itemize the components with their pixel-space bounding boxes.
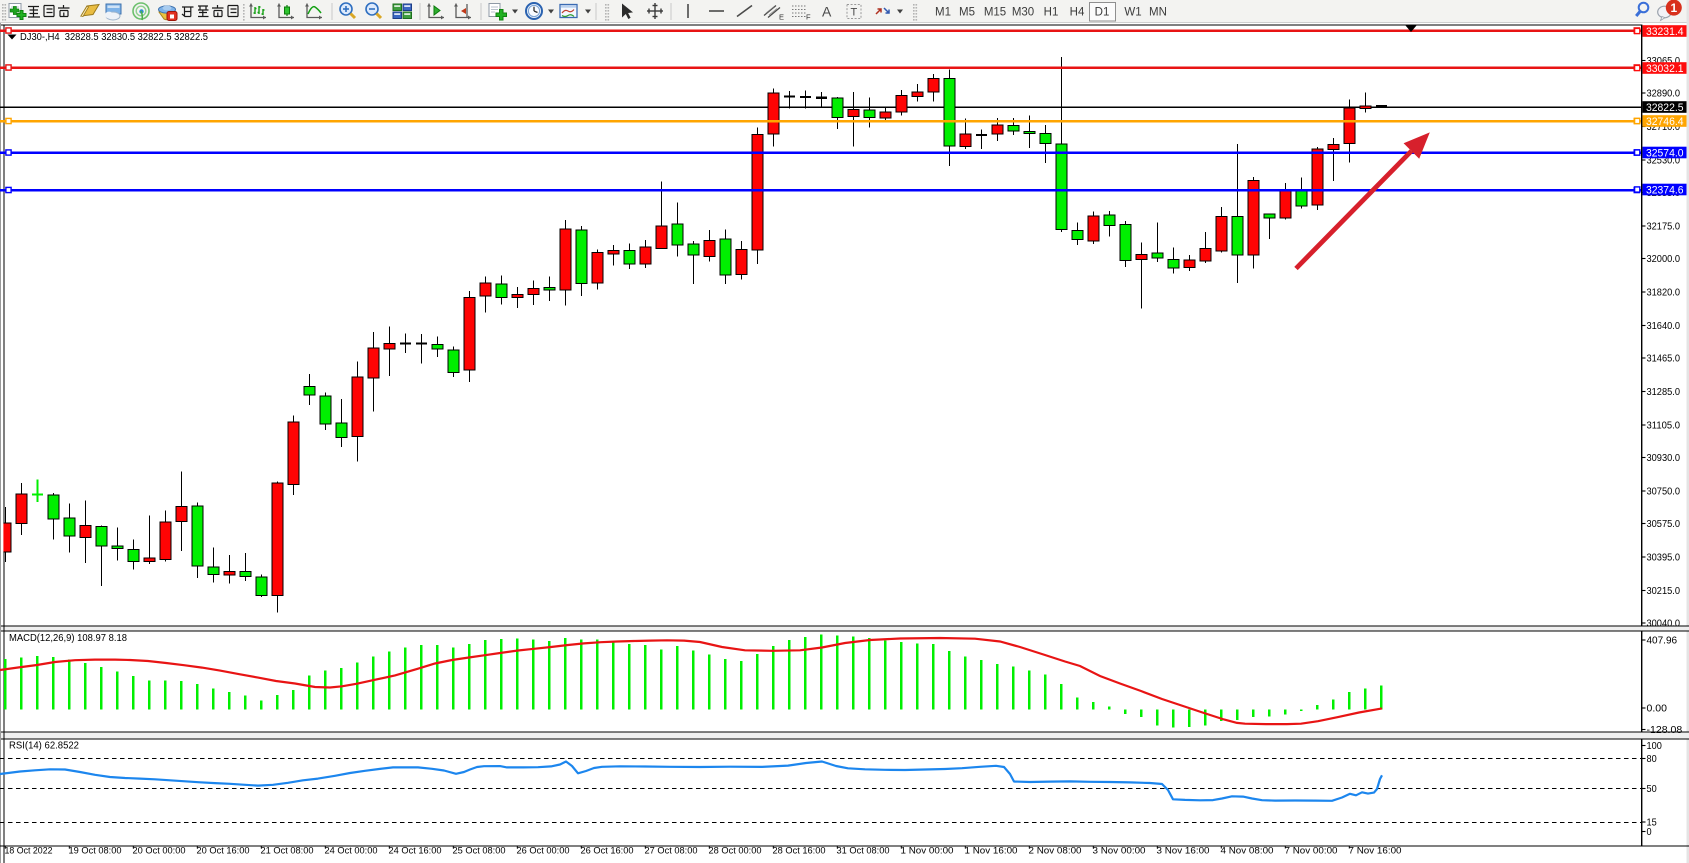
- svg-text:19 Oct 08:00: 19 Oct 08:00: [69, 846, 122, 857]
- svg-text:0.00: 0.00: [1647, 703, 1668, 715]
- svg-text:4 Nov 08:00: 4 Nov 08:00: [1221, 846, 1274, 857]
- svg-text:28 Oct 00:00: 28 Oct 00:00: [709, 846, 762, 857]
- svg-text:32175.0: 32175.0: [1647, 221, 1681, 233]
- svg-text:W1: W1: [1124, 7, 1141, 19]
- svg-text:32374.6: 32374.6: [1646, 185, 1684, 197]
- svg-text:24 Oct 16:00: 24 Oct 16:00: [389, 846, 442, 857]
- svg-text:M1: M1: [935, 7, 951, 19]
- svg-text:25 Oct 08:00: 25 Oct 08:00: [453, 846, 506, 857]
- svg-text:33032.1: 33032.1: [1646, 63, 1684, 75]
- svg-text:32822.5: 32822.5: [1646, 102, 1684, 114]
- svg-text:MN: MN: [1149, 7, 1167, 19]
- svg-text:18 Oct 2022: 18 Oct 2022: [5, 846, 53, 857]
- svg-text:15: 15: [1647, 817, 1657, 829]
- svg-text:30215.0: 30215.0: [1647, 585, 1681, 597]
- svg-text:7 Nov 16:00: 7 Nov 16:00: [1349, 846, 1402, 857]
- svg-text:31640.0: 31640.0: [1647, 320, 1681, 332]
- svg-text:1 Nov 16:00: 1 Nov 16:00: [965, 846, 1018, 857]
- svg-text:30575.0: 30575.0: [1647, 518, 1681, 530]
- svg-text:M30: M30: [1012, 7, 1034, 19]
- svg-text:MACD(12,26,9) 108.97 8.18: MACD(12,26,9) 108.97 8.18: [9, 633, 127, 644]
- svg-text:D1: D1: [1095, 7, 1110, 19]
- svg-text:DJ30-,H4 32828.5 32830.5 3282: DJ30-,H4 32828.5 32830.5 32822.5 32822.5: [20, 32, 208, 43]
- svg-text:27 Oct 08:00: 27 Oct 08:00: [645, 846, 698, 857]
- svg-text:H1: H1: [1044, 7, 1059, 19]
- svg-text:T: T: [851, 7, 858, 19]
- svg-text:3 Nov 00:00: 3 Nov 00:00: [1093, 846, 1146, 857]
- svg-text:3 Nov 16:00: 3 Nov 16:00: [1157, 846, 1210, 857]
- svg-text:30750.0: 30750.0: [1647, 486, 1681, 498]
- svg-text:32000.0: 32000.0: [1647, 253, 1681, 265]
- svg-text:A: A: [822, 4, 832, 20]
- svg-text:7 Nov 00:00: 7 Nov 00:00: [1285, 846, 1338, 857]
- svg-text:31285.0: 31285.0: [1647, 386, 1681, 398]
- svg-text:100: 100: [1647, 740, 1662, 752]
- svg-text:26 Oct 00:00: 26 Oct 00:00: [517, 846, 570, 857]
- svg-text:H4: H4: [1070, 7, 1085, 19]
- svg-text:26 Oct 16:00: 26 Oct 16:00: [581, 846, 634, 857]
- svg-text:80: 80: [1647, 753, 1657, 765]
- svg-text:33231.4: 33231.4: [1646, 26, 1684, 38]
- svg-text:20 Oct 00:00: 20 Oct 00:00: [133, 846, 186, 857]
- svg-text:-128.08: -128.08: [1647, 724, 1683, 736]
- svg-text:2 Nov 08:00: 2 Nov 08:00: [1029, 846, 1082, 857]
- svg-text:20 Oct 16:00: 20 Oct 16:00: [197, 846, 250, 857]
- svg-text:1 Nov 00:00: 1 Nov 00:00: [901, 846, 954, 857]
- svg-text:1: 1: [1670, 1, 1677, 15]
- svg-text:31820.0: 31820.0: [1647, 287, 1681, 299]
- svg-text:32890.0: 32890.0: [1647, 88, 1681, 100]
- svg-text:RSI(14) 62.8522: RSI(14) 62.8522: [9, 741, 79, 752]
- svg-text:28 Oct 16:00: 28 Oct 16:00: [773, 846, 826, 857]
- svg-text:0: 0: [1647, 826, 1652, 838]
- svg-text:E: E: [779, 13, 784, 22]
- svg-text:M15: M15: [984, 7, 1006, 19]
- svg-text:30930.0: 30930.0: [1647, 452, 1681, 464]
- svg-text:32746.4: 32746.4: [1646, 116, 1684, 128]
- svg-text:31 Oct 08:00: 31 Oct 08:00: [837, 846, 890, 857]
- svg-text:31105.0: 31105.0: [1647, 420, 1681, 432]
- svg-text:M5: M5: [959, 7, 975, 19]
- svg-text:32574.0: 32574.0: [1646, 148, 1684, 160]
- svg-text:50: 50: [1647, 783, 1657, 795]
- svg-text:21 Oct 08:00: 21 Oct 08:00: [261, 846, 314, 857]
- svg-text:24 Oct 00:00: 24 Oct 00:00: [325, 846, 378, 857]
- svg-text:407.96: 407.96: [1647, 635, 1678, 647]
- svg-text:31465.0: 31465.0: [1647, 353, 1681, 365]
- svg-text:30040.0: 30040.0: [1647, 618, 1681, 630]
- svg-text:F: F: [806, 13, 811, 22]
- svg-text:30395.0: 30395.0: [1647, 552, 1681, 564]
